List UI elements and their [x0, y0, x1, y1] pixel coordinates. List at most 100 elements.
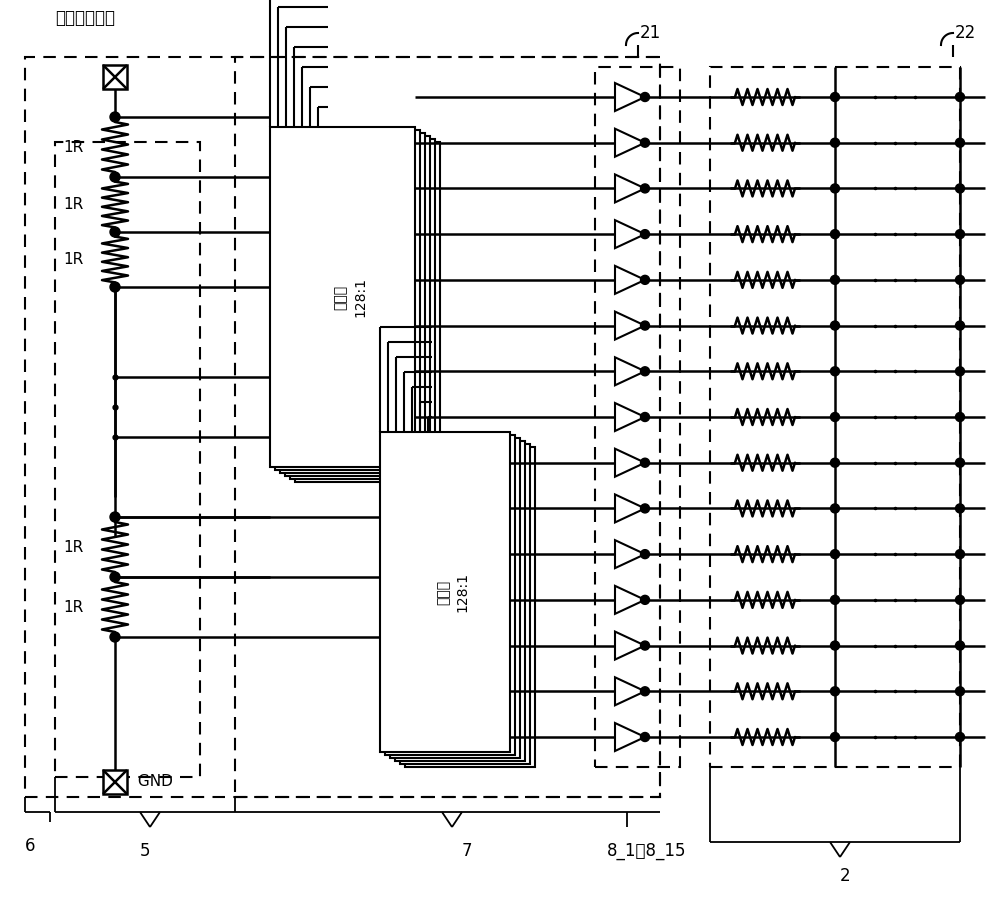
- Circle shape: [956, 458, 964, 467]
- Text: 22: 22: [954, 24, 976, 42]
- Bar: [270, 127, 415, 467]
- Circle shape: [830, 733, 840, 742]
- Circle shape: [640, 413, 650, 422]
- Bar: [390, 438, 520, 758]
- Circle shape: [640, 184, 650, 193]
- Circle shape: [830, 321, 840, 330]
- Text: GND: GND: [133, 774, 173, 789]
- Polygon shape: [615, 311, 645, 340]
- Circle shape: [830, 275, 840, 284]
- Circle shape: [956, 733, 964, 742]
- Circle shape: [956, 184, 964, 193]
- Circle shape: [830, 458, 840, 467]
- Text: 1R: 1R: [63, 539, 83, 554]
- Polygon shape: [615, 357, 645, 386]
- Circle shape: [640, 458, 650, 467]
- Circle shape: [640, 275, 650, 284]
- Circle shape: [830, 230, 840, 239]
- Bar: [395, 441, 525, 761]
- Circle shape: [830, 550, 840, 559]
- Circle shape: [640, 641, 650, 650]
- Polygon shape: [615, 220, 645, 248]
- Circle shape: [830, 184, 840, 193]
- Circle shape: [110, 632, 120, 642]
- Polygon shape: [615, 494, 645, 522]
- Text: 8_1～8_15: 8_1～8_15: [607, 842, 687, 860]
- Circle shape: [640, 733, 650, 742]
- Text: 7: 7: [462, 842, 472, 860]
- Circle shape: [640, 92, 650, 101]
- Circle shape: [110, 112, 120, 122]
- Bar: [710, 67, 960, 767]
- Text: 5: 5: [140, 842, 150, 860]
- Circle shape: [640, 230, 650, 239]
- Circle shape: [110, 227, 120, 237]
- Circle shape: [830, 413, 840, 422]
- Bar: [103, 65, 127, 89]
- Polygon shape: [615, 403, 645, 431]
- Text: 21: 21: [639, 24, 661, 42]
- Circle shape: [830, 138, 840, 147]
- Circle shape: [640, 687, 650, 696]
- Circle shape: [956, 92, 964, 101]
- Circle shape: [640, 138, 650, 147]
- Polygon shape: [615, 677, 645, 705]
- Circle shape: [110, 512, 120, 522]
- Circle shape: [830, 367, 840, 376]
- Bar: [290, 139, 435, 479]
- Text: 选择器
128:1: 选择器 128:1: [334, 277, 367, 317]
- Circle shape: [956, 413, 964, 422]
- Bar: [235, 57, 660, 797]
- Bar: [25, 57, 660, 797]
- Text: 1R: 1R: [63, 140, 83, 154]
- Circle shape: [956, 275, 964, 284]
- Bar: [55, 142, 200, 777]
- Bar: [400, 444, 530, 764]
- Circle shape: [956, 367, 964, 376]
- Bar: [280, 133, 425, 473]
- Bar: [295, 142, 440, 482]
- Bar: [385, 435, 515, 755]
- Text: 灰度基准电压: 灰度基准电压: [55, 9, 115, 27]
- Circle shape: [956, 321, 964, 330]
- Circle shape: [830, 92, 840, 101]
- Bar: [285, 136, 430, 476]
- Bar: [275, 130, 420, 470]
- Circle shape: [956, 596, 964, 605]
- Polygon shape: [615, 723, 645, 751]
- Circle shape: [830, 641, 840, 650]
- Polygon shape: [615, 174, 645, 203]
- Circle shape: [956, 138, 964, 147]
- Circle shape: [640, 367, 650, 376]
- Bar: [103, 770, 127, 794]
- Text: 1R: 1R: [63, 197, 83, 212]
- Circle shape: [956, 641, 964, 650]
- Circle shape: [640, 596, 650, 605]
- Text: 6: 6: [25, 837, 35, 855]
- Bar: [380, 432, 510, 752]
- Bar: [595, 67, 680, 767]
- Circle shape: [830, 504, 840, 513]
- Text: 选择器
128:1: 选择器 128:1: [436, 572, 470, 612]
- Polygon shape: [615, 83, 645, 111]
- Circle shape: [110, 172, 120, 182]
- Circle shape: [956, 504, 964, 513]
- Polygon shape: [615, 448, 645, 476]
- Polygon shape: [615, 540, 645, 568]
- Circle shape: [956, 687, 964, 696]
- Circle shape: [110, 572, 120, 582]
- Text: 1R: 1R: [63, 252, 83, 267]
- Polygon shape: [615, 631, 645, 659]
- Polygon shape: [615, 128, 645, 157]
- Circle shape: [640, 504, 650, 513]
- Circle shape: [640, 321, 650, 330]
- Circle shape: [110, 282, 120, 292]
- Circle shape: [830, 687, 840, 696]
- Text: 2: 2: [840, 867, 850, 885]
- Text: 1R: 1R: [63, 599, 83, 614]
- Bar: [405, 447, 535, 767]
- Circle shape: [956, 550, 964, 559]
- Polygon shape: [615, 266, 645, 294]
- Circle shape: [640, 550, 650, 559]
- Circle shape: [956, 230, 964, 239]
